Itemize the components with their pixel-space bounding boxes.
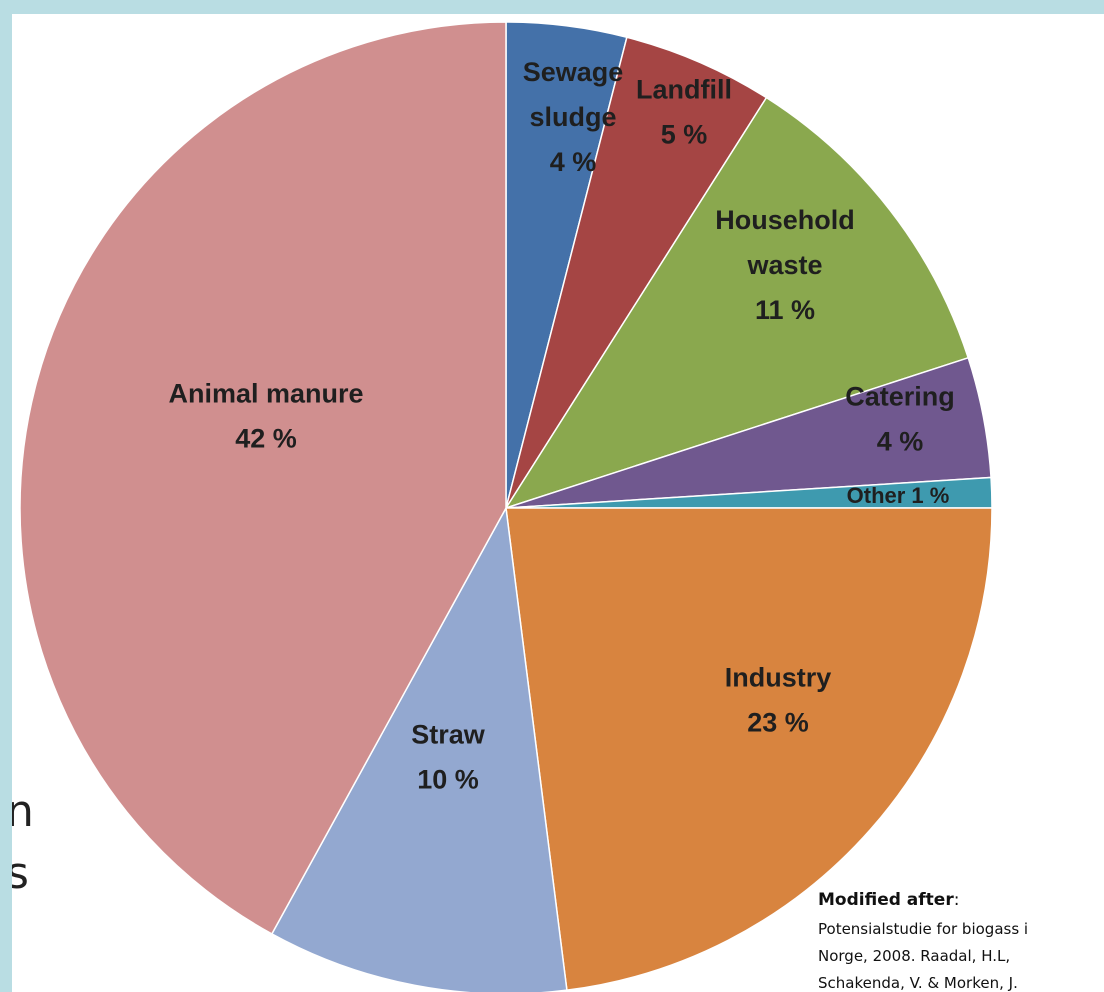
pie-slice-animal-manure: [19, 21, 507, 935]
slice-name-label: Straw: [411, 720, 486, 750]
slice-name-label: Household: [715, 205, 855, 235]
slice-label: Industry 23 %: [725, 663, 832, 738]
background-text-fragment: n: [12, 786, 34, 837]
pie-slice-landfill: [505, 36, 768, 509]
slice-name-label: Sewage: [523, 57, 624, 87]
slice-label: Animal manure 42 %: [168, 379, 363, 454]
slice-label: Landfill 5 %: [636, 75, 732, 150]
pie-chart: Sewage sludge 4 % Landfill 5 % Household waste…: [19, 21, 993, 992]
slice-label: Catering 4 %: [845, 382, 955, 457]
slice-label: Sewage sludge 4 %: [523, 57, 624, 177]
slice-name-label: Industry: [725, 663, 832, 693]
slice-value-label: 11 %: [755, 295, 815, 325]
slice-label: Other 1 %: [847, 483, 950, 508]
slice-name-label: Landfill: [636, 75, 732, 105]
slice-value-label: 4 %: [550, 147, 597, 177]
source-note: Modified after: Potensialstudie for biog…: [818, 890, 1104, 992]
slice-name-label: Animal manure: [168, 379, 363, 409]
source-title: Modified after: [818, 890, 954, 910]
slice-value-label: 42 %: [235, 424, 297, 454]
slice-value-label: 5 %: [661, 120, 708, 150]
pie-slice-straw: [270, 505, 568, 992]
slice-name-label: Other 1 %: [847, 483, 950, 508]
slice-name-label: sludge: [529, 102, 616, 132]
source-title-colon: :: [953, 890, 960, 910]
slice-label: Household waste 11 %: [715, 205, 855, 325]
pie-slice-industry: [505, 507, 993, 992]
source-citation: Potensialstudie for biogass i Norge, 200…: [818, 920, 1029, 992]
slice-label: Straw 10 %: [411, 720, 486, 795]
slice-name-label: waste: [746, 250, 822, 280]
background-text-fragment: s: [12, 848, 29, 899]
slide: n s Sewage sludge 4 % Landfill 5 % Household w…: [12, 14, 1104, 992]
slice-value-label: 4 %: [877, 427, 924, 457]
slice-value-label: 23 %: [747, 708, 809, 738]
slice-name-label: Catering: [845, 382, 955, 412]
pie-slice-household-waste: [504, 96, 970, 510]
slice-value-label: 10 %: [417, 765, 479, 795]
